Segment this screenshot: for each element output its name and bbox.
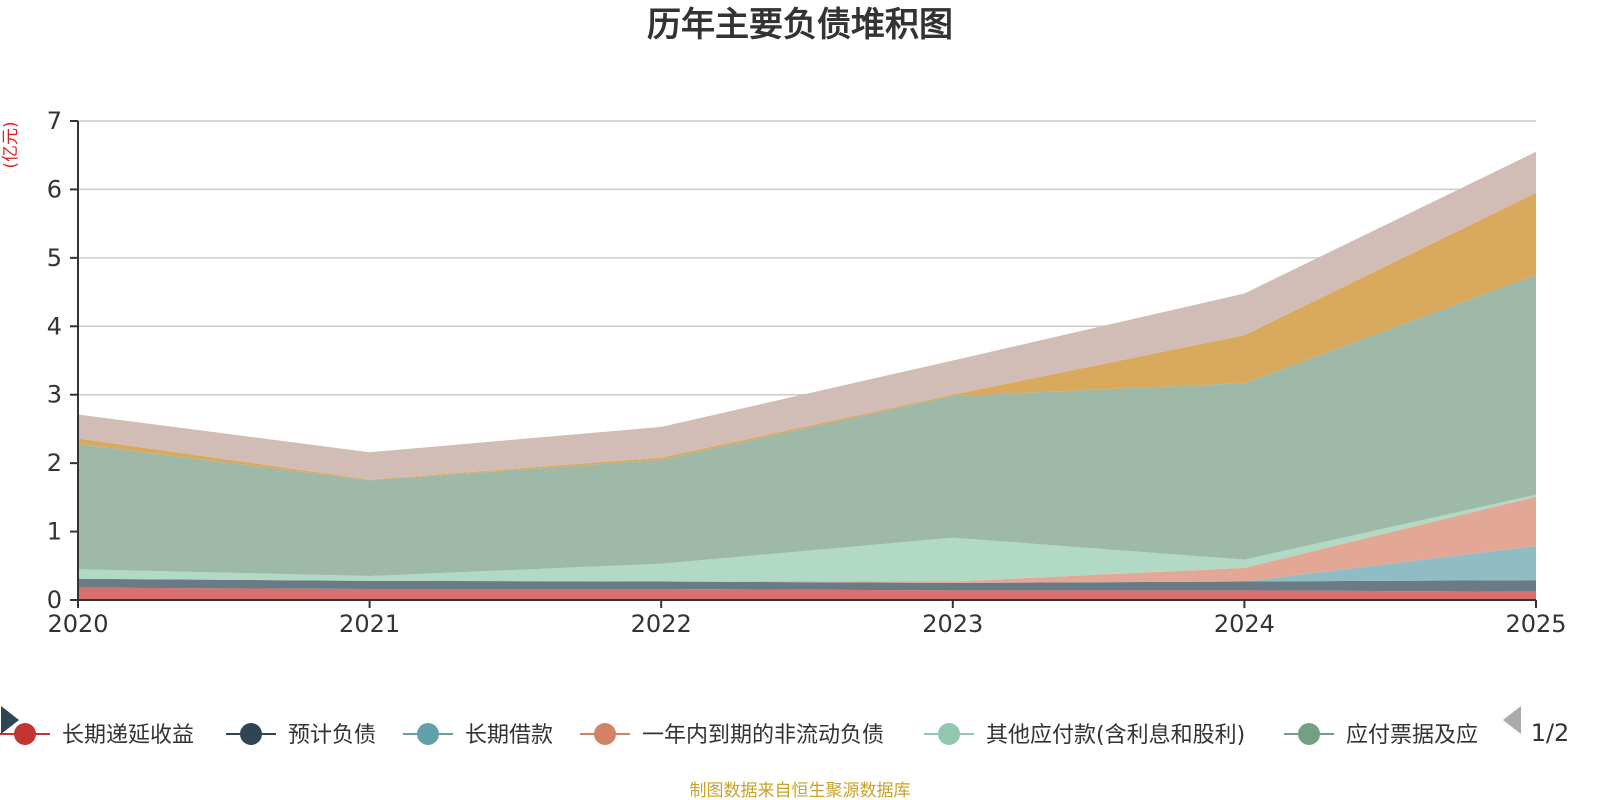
legend-pager: 1/2 [1, 706, 1569, 747]
x-tick-label: 2023 [922, 610, 983, 638]
data-source-note: 制图数据来自恒生聚源数据库 [690, 781, 911, 800]
legend-item-2[interactable]: 长期借款 [403, 723, 553, 748]
x-tick-label: 2020 [47, 610, 108, 638]
y-tick-label: 2 [47, 449, 62, 477]
legend-label: 长期递延收益 [62, 723, 194, 748]
chart-title: 历年主要负债堆积图 [647, 5, 953, 45]
legend-marker-icon [1298, 723, 1320, 745]
legend-item-5[interactable]: 应付票据及应 [1284, 723, 1478, 748]
legend-label: 一年内到期的非流动负债 [642, 723, 884, 748]
area-series-0 [78, 587, 1536, 600]
y-tick-label: 5 [47, 244, 62, 272]
x-tick-label: 2022 [631, 610, 692, 638]
legend-label: 其他应付款(含利息和股利) [986, 723, 1245, 748]
legend-item-4[interactable]: 其他应付款(含利息和股利) [924, 723, 1245, 748]
y-tick-label: 0 [47, 586, 62, 614]
legend-item-1[interactable]: 预计负债 [226, 723, 376, 748]
legend: 长期递延收益 预计负债 长期借款 一年内到期的非流动负债 其他应付款(含利息和股利) 应付… [0, 723, 1478, 748]
axes [70, 120, 1537, 608]
x-axis-ticks: 2020 2021 2022 2023 2024 2025 [47, 610, 1566, 638]
legend-marker-icon [594, 723, 616, 745]
legend-label: 预计负债 [288, 723, 376, 748]
area-series-2 [78, 545, 1536, 583]
legend-item-3[interactable]: 一年内到期的非流动负债 [580, 723, 884, 748]
y-tick-label: 3 [47, 381, 62, 409]
legend-marker-icon [417, 723, 439, 745]
legend-label: 应付票据及应 [1346, 723, 1478, 748]
legend-marker-icon [14, 723, 36, 745]
area-series-4 [78, 494, 1536, 582]
legend-marker-icon [938, 723, 960, 745]
y-axis-ticks: 0 1 2 3 4 5 6 7 [47, 107, 62, 614]
area-series-5 [78, 274, 1536, 577]
legend-label: 长期借款 [465, 723, 553, 748]
area-series-1 [78, 578, 1536, 592]
y-tick-label: 1 [47, 518, 62, 546]
area-series-6 [78, 192, 1536, 481]
legend-prev-arrow-icon[interactable] [1503, 706, 1521, 734]
y-tick-label: 6 [47, 175, 62, 203]
legend-item-0[interactable]: 长期递延收益 [0, 723, 194, 748]
legend-page-indicator: 1/2 [1531, 719, 1570, 747]
y-tick-label: 4 [47, 312, 62, 340]
legend-marker-icon [240, 723, 262, 745]
x-tick-label: 2021 [339, 610, 400, 638]
y-tick-label: 7 [47, 107, 62, 135]
x-tick-label: 2024 [1214, 610, 1275, 638]
area-series-7 [78, 151, 1536, 480]
x-tick-label: 2025 [1505, 610, 1566, 638]
legend-next-arrow-icon[interactable] [1, 706, 19, 734]
stacked-areas [78, 151, 1536, 600]
y-axis-unit-label: (亿元) [1, 121, 21, 168]
